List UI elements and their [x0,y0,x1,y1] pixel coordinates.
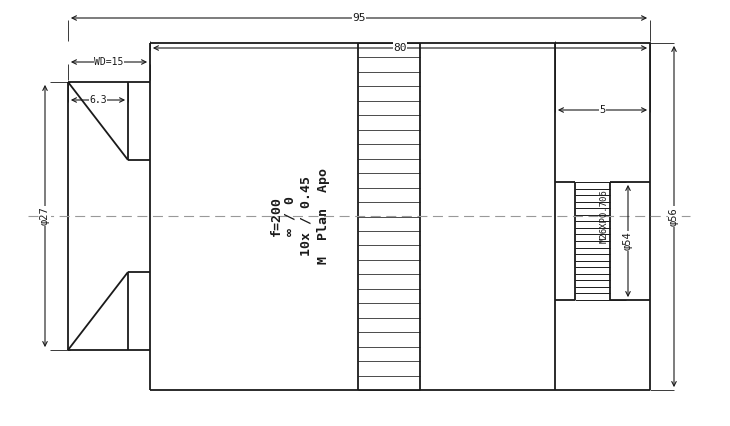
Text: 6.3: 6.3 [89,95,107,105]
Text: φ56: φ56 [669,207,679,226]
Text: ∞ / 0: ∞ / 0 [283,196,296,236]
Text: 95: 95 [353,13,366,23]
Text: φ27: φ27 [40,207,50,225]
Text: f=200: f=200 [269,196,283,236]
Text: 80: 80 [393,43,407,53]
Text: 10x / 0.45: 10x / 0.45 [299,176,312,256]
Text: φ54: φ54 [623,232,633,250]
Text: WD=15: WD=15 [94,57,123,67]
Text: M26XP0.706: M26XP0.706 [600,189,609,243]
Text: 5: 5 [599,105,606,115]
Text: M  Plan  Apo: M Plan Apo [318,168,331,264]
